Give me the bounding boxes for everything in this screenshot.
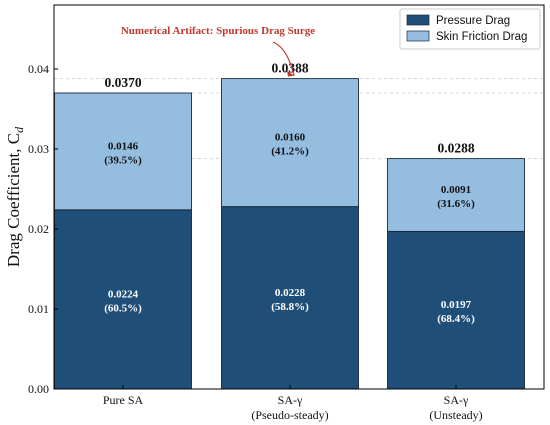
annotation-arrowhead (287, 70, 294, 77)
y-axis-title-subscript: d (12, 126, 26, 133)
segment-percent-label: (68.4%) (437, 313, 475, 325)
segment-value-label: 0.0224 (108, 288, 139, 300)
segment-value-label: 0.0197 (441, 299, 472, 311)
segment-percent-label: (58.8%) (271, 301, 309, 313)
x-tick-label: SA-γ (444, 393, 469, 407)
segment-percent-label: (60.5%) (104, 302, 142, 314)
plot-frame (53, 4, 545, 390)
y-tick-label: 0.01 (28, 302, 49, 316)
total-value-label: 0.0288 (437, 141, 474, 156)
legend-box (399, 8, 541, 50)
annotation-arrow (272, 41, 295, 76)
total-value-label: 0.0370 (104, 75, 141, 90)
x-tick-label-line2: (Pseudo-steady) (251, 408, 328, 422)
segment-value-label: 0.0146 (108, 140, 139, 152)
x-tick-label: Pure SA (103, 393, 144, 407)
segment-percent-label: (31.6%) (437, 198, 475, 210)
x-tick-label: SA-γ (278, 393, 303, 407)
y-tick-label: 0.04 (28, 62, 49, 76)
legend-label: Pressure Drag (436, 15, 510, 27)
total-value-label: 0.0388 (271, 61, 308, 76)
y-tick-label: 0.03 (28, 142, 49, 156)
legend-label: Skin Friction Drag (436, 31, 527, 43)
segment-value-label: 0.0160 (275, 132, 306, 144)
segment-value-label: 0.0091 (441, 184, 471, 196)
y-tick-label: 0.02 (28, 222, 49, 236)
legend-swatch (406, 14, 430, 26)
x-tick-label-line2: (Unsteady) (429, 408, 482, 422)
y-axis-title: Drag Coefficient, Cd (4, 126, 26, 267)
bar-segment-pressure (387, 230, 525, 390)
bar-segment-skin-friction (54, 92, 192, 211)
segment-value-label: 0.0228 (275, 287, 306, 299)
segment-percent-label: (41.2%) (271, 146, 309, 158)
y-tick-label: 0.00 (28, 382, 49, 396)
annotation-text: Numerical Artifact: Spurious Drag Surge (121, 25, 315, 37)
legend-swatch (406, 30, 430, 42)
segment-percent-label: (39.5%) (104, 154, 142, 166)
y-axis-title-main: Drag Coefficient, C (4, 133, 23, 267)
bar-segment-skin-friction (221, 78, 359, 208)
bar-segment-skin-friction (387, 158, 525, 232)
